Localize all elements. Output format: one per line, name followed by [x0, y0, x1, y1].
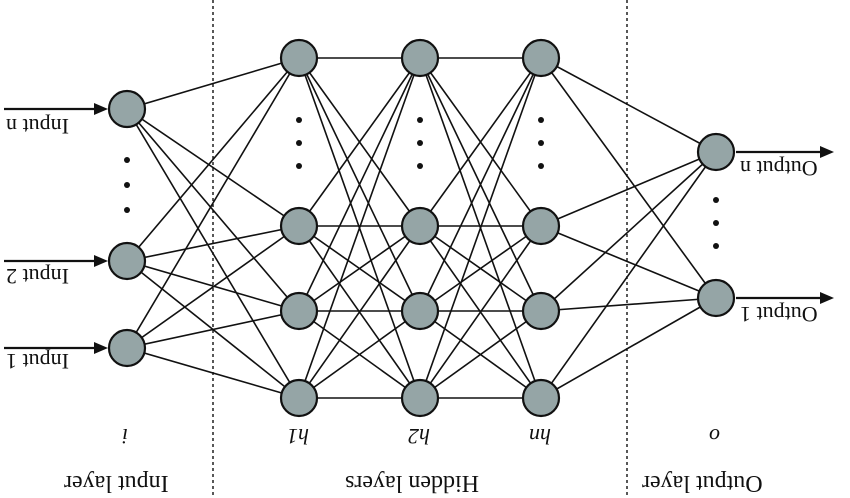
- hidden-2-node: [400, 378, 440, 418]
- hidden-3-node: [521, 206, 561, 246]
- hidden-1-ellipsis-dot: [296, 140, 302, 146]
- input-arrows: [4, 103, 108, 354]
- output-symbol-label: o: [709, 424, 720, 449]
- connection-hidden-1-to-hidden-2: [298, 225, 421, 312]
- output-ellipsis-dot: [713, 243, 719, 249]
- hidden-2-ellipsis-dot: [417, 163, 423, 169]
- connection-input-to-hidden-1: [126, 108, 300, 227]
- ellipsis-dots: [124, 117, 719, 249]
- hidden-1-ellipsis-dot: [296, 163, 302, 169]
- connection-hidden-3-to-output: [540, 297, 717, 312]
- input-node: [107, 241, 147, 281]
- connection-hidden-3-to-output: [540, 151, 717, 227]
- connection-hidden-2-to-hidden-3: [419, 57, 542, 227]
- connection-hidden-2-to-hidden-3: [419, 225, 542, 399]
- input-node: [107, 89, 147, 129]
- connection-hidden-1-to-hidden-2: [298, 57, 421, 227]
- input-ellipsis-dot: [124, 157, 130, 163]
- connection-input-to-hidden-1: [126, 260, 300, 312]
- output-arrows: [736, 146, 834, 304]
- hidden-3-ellipsis-dot: [538, 117, 544, 123]
- hidden-3-ellipsis-dot: [538, 163, 544, 169]
- connection-hidden-1-to-hidden-2: [298, 225, 421, 399]
- hidden-3-ellipsis-dot: [538, 140, 544, 146]
- hidden-2-node: [400, 38, 440, 78]
- hidden-2-symbol-label: h2: [408, 424, 430, 449]
- hidden-1-node: [279, 291, 319, 331]
- hidden-1-node: [279, 378, 319, 418]
- hidden-2-ellipsis-dot: [417, 140, 423, 146]
- output-node: [696, 132, 736, 172]
- input-2-arrowhead: [94, 255, 108, 267]
- output-n-arrowhead: [820, 146, 834, 158]
- hidden-1-ellipsis-dot: [296, 117, 302, 123]
- hidden-3-node: [521, 291, 561, 331]
- input-1-arrowhead: [94, 342, 108, 354]
- hidden-3-node: [521, 378, 561, 418]
- connection-input-to-hidden-1: [126, 310, 300, 349]
- input-2-label: Input 2: [6, 264, 69, 289]
- output-layer-label: Output layer: [642, 470, 763, 496]
- output-1-arrowhead: [820, 292, 834, 304]
- input-ellipsis-dot: [124, 182, 130, 188]
- input-layer-label: Input layer: [64, 470, 169, 496]
- connection-input-to-hidden-1: [126, 57, 300, 262]
- input-n-arrowhead: [94, 103, 108, 115]
- connection-hidden-3-to-output: [540, 57, 717, 153]
- hidden-1-symbol-label: h1: [287, 424, 309, 449]
- hidden-2-ellipsis-dot: [417, 117, 423, 123]
- hidden-1-node: [279, 38, 319, 78]
- connection-hidden-1-to-hidden-2: [298, 310, 421, 399]
- connection-hidden-2-to-hidden-3: [419, 57, 542, 312]
- connection-hidden-3-to-output: [540, 57, 717, 299]
- output-ellipsis-dot: [713, 197, 719, 203]
- hidden-3-node: [521, 38, 561, 78]
- hidden-2-node: [400, 291, 440, 331]
- input-node: [107, 328, 147, 368]
- connection-hidden-3-to-output: [540, 297, 717, 399]
- connection-input-to-hidden-1: [126, 225, 300, 262]
- connection-hidden-3-to-output: [540, 151, 717, 399]
- hidden-layers-label: Hidden layers: [345, 470, 479, 496]
- connection-input-to-hidden-1: [126, 347, 300, 399]
- connection-input-to-hidden-1: [126, 225, 300, 349]
- input-1-label: Input 1: [6, 349, 69, 374]
- output-n-label: Output n: [740, 156, 818, 181]
- input-n-label: Input n: [6, 114, 69, 139]
- connection-input-to-hidden-1: [126, 108, 300, 399]
- nodes: [107, 38, 736, 418]
- output-ellipsis-dot: [713, 220, 719, 226]
- output-node: [696, 278, 736, 318]
- connection-hidden-3-to-output: [540, 225, 717, 299]
- connection-input-to-hidden-1: [126, 57, 300, 349]
- hidden-3-symbol-label: hn: [529, 424, 551, 449]
- connections: [126, 57, 717, 399]
- connection-hidden-2-to-hidden-3: [419, 225, 542, 312]
- hidden-1-node: [279, 206, 319, 246]
- connection-input-to-hidden-1: [126, 57, 300, 110]
- connection-hidden-1-to-hidden-2: [298, 57, 421, 312]
- input-symbol-label: i: [122, 424, 128, 449]
- connection-hidden-2-to-hidden-3: [419, 310, 542, 399]
- connection-input-to-hidden-1: [126, 108, 300, 312]
- connection-hidden-2-to-hidden-3: [419, 57, 542, 399]
- connection-hidden-3-to-output: [540, 151, 717, 312]
- input-ellipsis-dot: [124, 207, 130, 213]
- hidden-2-node: [400, 206, 440, 246]
- connection-hidden-1-to-hidden-2: [298, 57, 421, 399]
- output-1-label: Output 1: [740, 302, 818, 327]
